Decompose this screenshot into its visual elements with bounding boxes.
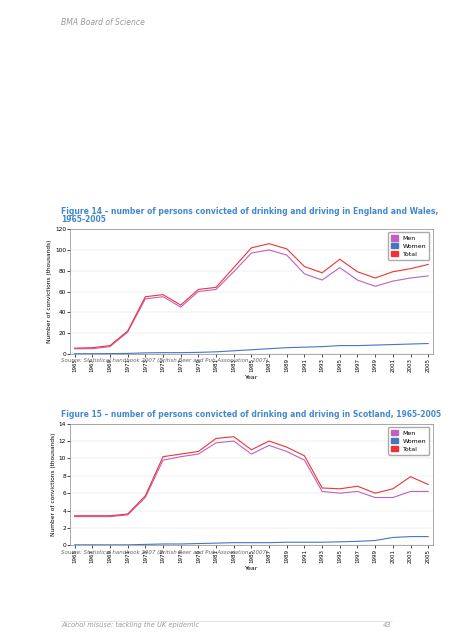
- X-axis label: Year: Year: [245, 375, 258, 380]
- Legend: Men, Women, Total: Men, Women, Total: [388, 232, 429, 260]
- Y-axis label: Number of convictions (thousands): Number of convictions (thousands): [51, 433, 56, 536]
- Legend: Men, Women, Total: Men, Women, Total: [388, 427, 429, 454]
- Text: Figure 15 – number of persons convicted of drinking and driving in Scotland, 196: Figure 15 – number of persons convicted …: [61, 410, 441, 419]
- Text: Alcohol misuse: tackling the UK epidemic: Alcohol misuse: tackling the UK epidemic: [61, 622, 199, 628]
- Text: 43: 43: [383, 623, 392, 628]
- Text: BMA Board of Science: BMA Board of Science: [61, 18, 145, 27]
- Y-axis label: Number of convictions (thousands): Number of convictions (thousands): [47, 240, 52, 343]
- Text: 1965-2005: 1965-2005: [61, 215, 106, 224]
- Text: Figure 14 – number of persons convicted of drinking and driving in England and W: Figure 14 – number of persons convicted …: [61, 207, 439, 216]
- X-axis label: Year: Year: [245, 566, 258, 572]
- Text: Source: Statistical handbook 2007 (British Beer and Pub Association, 2007): Source: Statistical handbook 2007 (Briti…: [61, 550, 268, 556]
- Text: Source: Statistical handbook 2007 (British Beer and Pub Association, 2007): Source: Statistical handbook 2007 (Briti…: [61, 358, 268, 364]
